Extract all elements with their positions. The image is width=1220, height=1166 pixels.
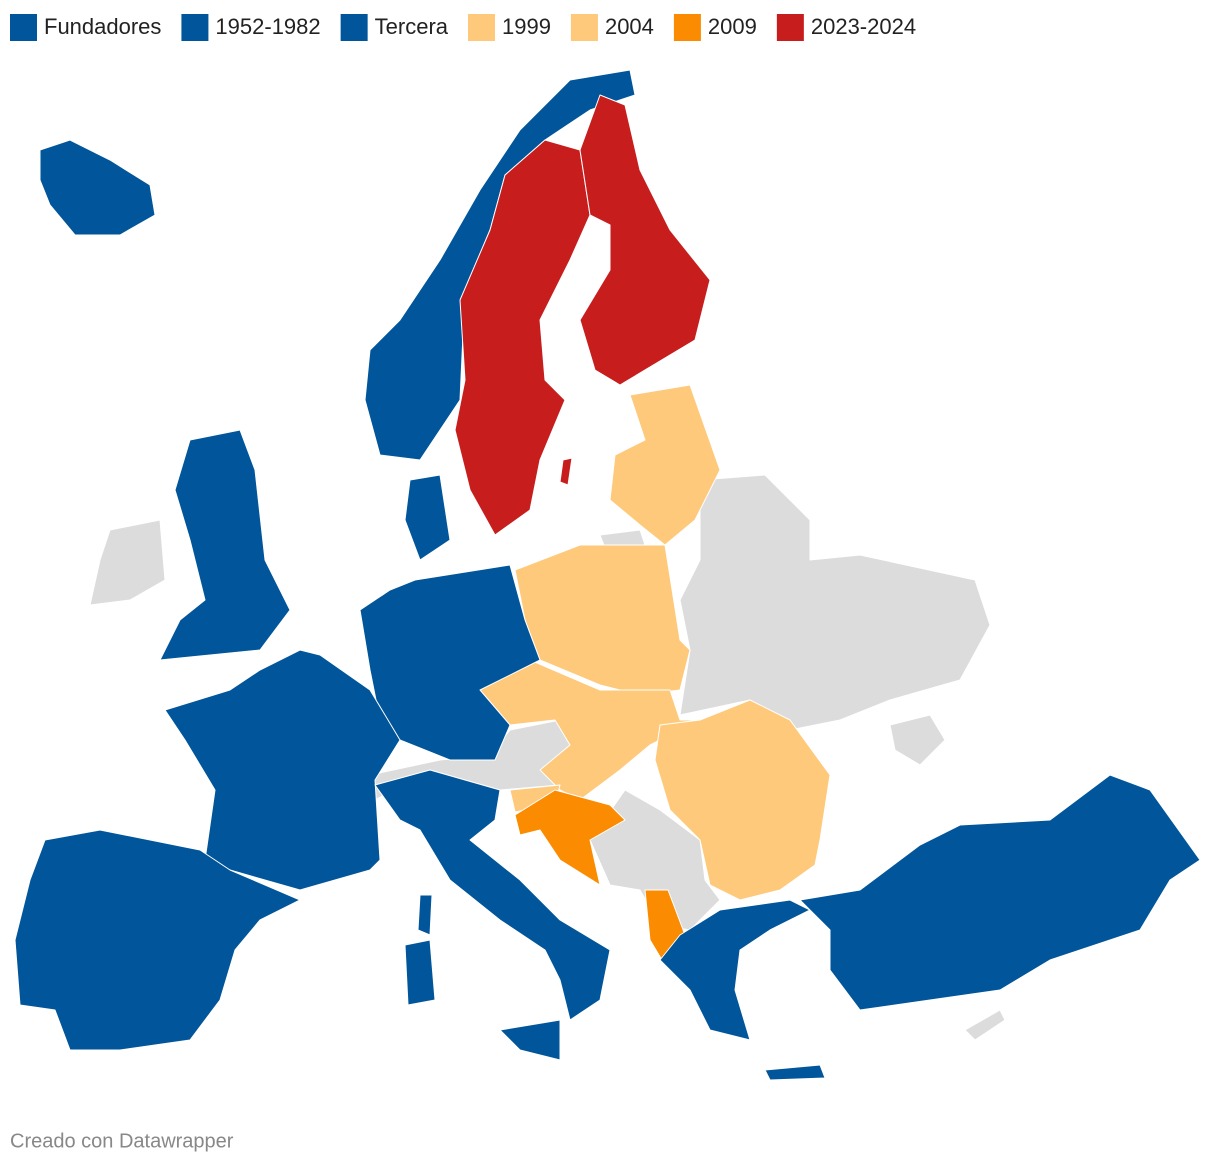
country [609, 384, 721, 546]
legend-swatch [570, 14, 598, 41]
country [159, 429, 291, 661]
country [454, 139, 591, 536]
country [659, 899, 811, 1041]
legend-swatch [673, 14, 701, 41]
legend: Fundadores 1952-1982 Tercera 1999 2004 2009 20… [10, 14, 916, 41]
country [559, 457, 573, 486]
country [589, 789, 721, 931]
legend-label: 2009 [708, 14, 757, 39]
legend-label: 1952-1982 [215, 14, 320, 39]
country [579, 94, 711, 386]
legend-label: Tercera [375, 14, 449, 39]
country [14, 829, 301, 1051]
legend-swatch [181, 14, 209, 41]
footer: Creado con Datawrapper [10, 1130, 234, 1152]
legend-label: 2004 [605, 14, 654, 39]
legend-label: 1999 [502, 14, 551, 39]
legend-label: Fundadores [44, 14, 161, 39]
country [499, 1019, 561, 1061]
country [964, 1009, 1006, 1041]
country [374, 769, 611, 1021]
country [89, 519, 166, 606]
country [164, 649, 401, 891]
country [417, 894, 433, 936]
country [889, 714, 946, 766]
country [359, 564, 541, 761]
legend-swatch [468, 14, 495, 41]
legend-swatch [340, 14, 368, 41]
country [679, 474, 991, 731]
country [799, 774, 1201, 1011]
country [479, 659, 701, 801]
legend-swatch [776, 14, 804, 41]
legend-label: 2023-2024 [811, 14, 916, 39]
country [404, 474, 451, 561]
country [364, 69, 636, 461]
country [39, 139, 156, 236]
country [514, 789, 626, 886]
legend-swatch [10, 14, 37, 41]
country [654, 699, 831, 901]
europe-map [14, 69, 1201, 1081]
country [404, 939, 436, 1006]
country [764, 1064, 826, 1081]
